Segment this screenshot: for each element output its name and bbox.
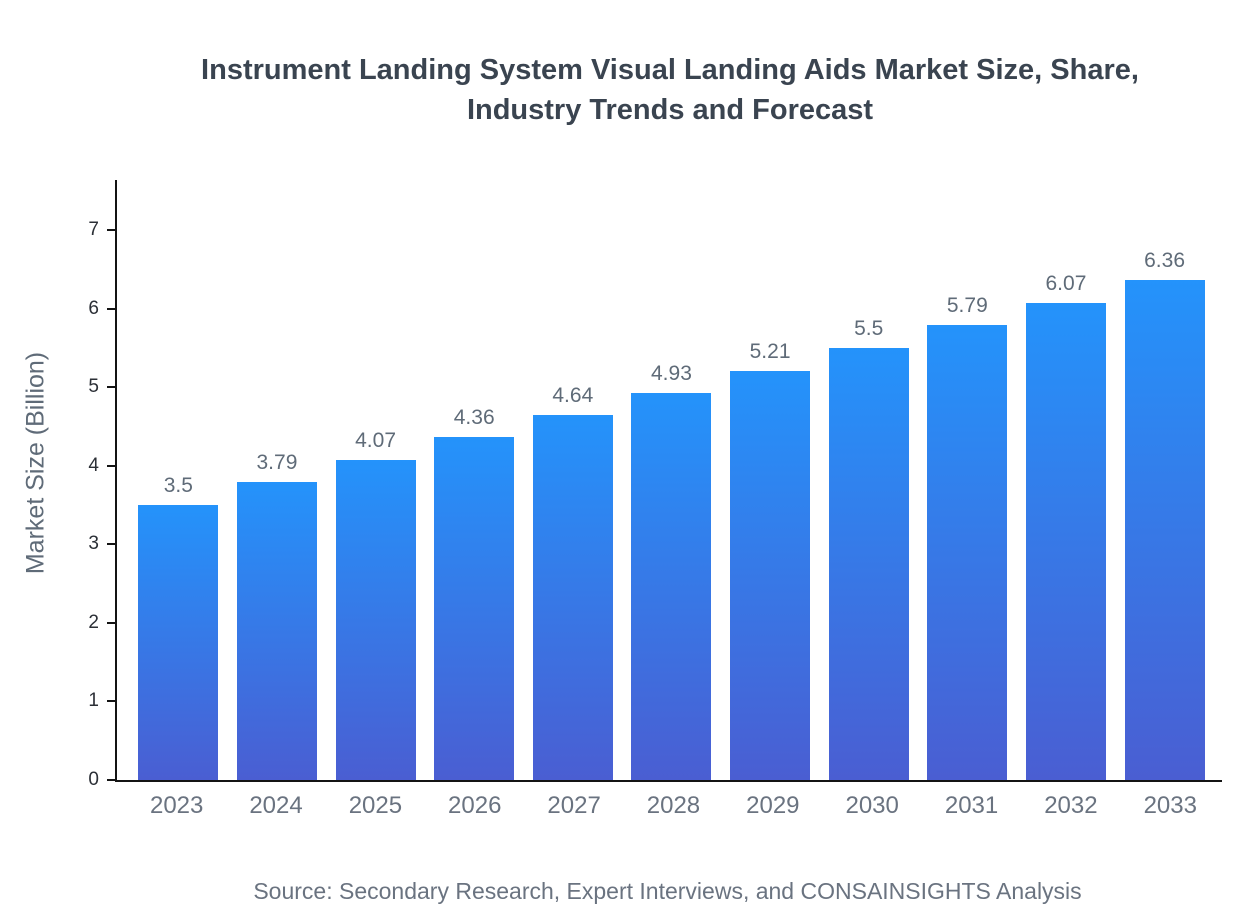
chart-title: Instrument Landing System Visual Landing…	[201, 54, 1139, 127]
source-note: Source: Secondary Research, Expert Inter…	[253, 878, 1082, 904]
y-tick-mark	[107, 700, 115, 703]
x-tick-label: 2032	[1044, 792, 1098, 819]
x-tick-label: 2030	[845, 792, 899, 819]
plot-area: 3.5 3.79 4.07 4.36 4.64 4.93 5.21 5.5 5.79 6.07 6.…	[88, 180, 1222, 790]
bar-group: 4.64	[530, 384, 616, 780]
bar	[335, 460, 416, 780]
x-tick-label: 2027	[547, 792, 601, 819]
x-tick-label: 2029	[746, 792, 800, 819]
y-axis-title: Market Size (Billion)	[21, 351, 50, 575]
y-tick-label: 1	[88, 690, 99, 712]
y-tick-mark	[107, 386, 115, 389]
y-tick-label: 5	[88, 376, 99, 398]
bar-value-label: 3.79	[256, 451, 298, 475]
x-tick-label: 2024	[249, 792, 303, 819]
y-tick-label: 6	[88, 297, 99, 319]
bar-group: 5.21	[727, 340, 813, 780]
bar	[434, 437, 515, 780]
bar-group: 4.07	[333, 429, 419, 780]
bar	[138, 505, 219, 780]
bar-value-label: 6.36	[1144, 249, 1185, 273]
x-tick-label: 2031	[944, 792, 999, 819]
bar-value-label: 6.07	[1045, 272, 1087, 296]
bar-value-label: 4.36	[453, 406, 495, 430]
bar-group: 6.36	[1122, 249, 1208, 780]
y-tick-mark	[107, 307, 115, 310]
y-tick-label: 4	[88, 454, 99, 476]
bar	[1124, 280, 1205, 780]
x-tick-label: 2033	[1143, 792, 1197, 819]
y-tick-label: 0	[88, 769, 99, 790]
y-tick-label: 7	[88, 219, 99, 240]
bar	[927, 325, 1008, 780]
bar-value-label: 4.93	[651, 361, 692, 385]
bar-group: 5.79	[924, 294, 1010, 780]
bar	[631, 392, 712, 780]
bar-value-label: 4.07	[355, 429, 396, 453]
x-tick-label: 2028	[646, 792, 701, 819]
y-tick-mark	[107, 621, 115, 624]
bar	[730, 370, 811, 780]
x-tick-label: 2026	[448, 792, 502, 819]
bar-value-label: 5.21	[749, 339, 791, 363]
y-tick-label: 3	[88, 533, 99, 555]
x-tick-label: 2023	[149, 792, 204, 819]
x-axis-labels: 2023 2024 2025 2026 2027 2028 2029 2030 2031 2032…	[127, 792, 1220, 820]
bar-group: 3.5	[135, 474, 221, 780]
bar-group: 6.07	[1023, 272, 1109, 780]
y-tick-mark	[107, 229, 115, 231]
bar-group: 3.79	[234, 451, 320, 780]
bar	[236, 482, 317, 780]
bar	[828, 347, 909, 780]
y-tick-mark	[107, 464, 115, 467]
bar-value-label: 5.79	[946, 294, 988, 318]
bar	[1025, 303, 1106, 780]
bar-series: 3.5 3.79 4.07 4.36 4.64 4.93 5.21 5.5 5.79 6.07 6.…	[129, 180, 1214, 780]
y-tick-mark	[107, 779, 115, 781]
bar-group: 4.93	[628, 362, 714, 780]
bar	[532, 415, 613, 780]
bar-group: 5.5	[826, 317, 912, 780]
y-tick-mark	[107, 543, 115, 546]
bar-value-label: 4.64	[552, 384, 594, 408]
x-tick-label: 2025	[348, 792, 403, 819]
bar-group: 4.36	[431, 406, 517, 780]
bar-value-label: 3.5	[163, 474, 193, 497]
y-tick-label: 2	[88, 611, 99, 633]
bar-value-label: 5.5	[854, 316, 884, 340]
